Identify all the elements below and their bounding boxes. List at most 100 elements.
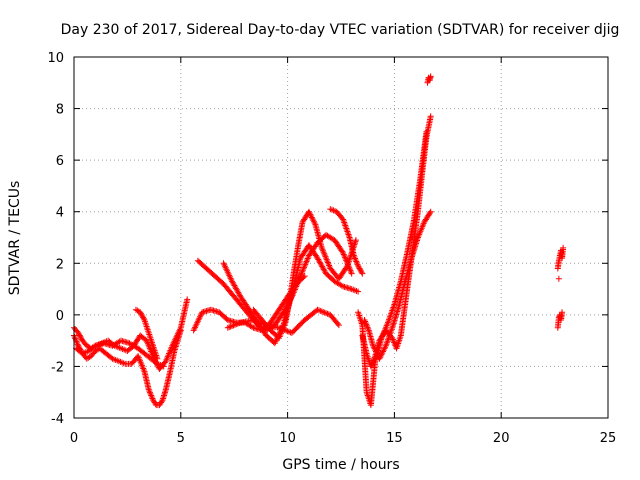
grid (74, 57, 608, 418)
x-axis-label: GPS time / hours (282, 457, 399, 473)
data-point-marker (310, 218, 317, 225)
data-point-marker (357, 268, 364, 275)
y-tick-label: 0 (56, 309, 64, 324)
data-point-marker (257, 319, 264, 326)
data-point-marker (146, 388, 153, 395)
data-point-marker (362, 319, 369, 326)
data-point-marker (146, 389, 153, 396)
data-point-marker (226, 324, 233, 331)
data-point-marker (335, 322, 342, 329)
data-point-marker (148, 392, 155, 399)
data-point-marker (340, 249, 347, 256)
data-point-marker (308, 214, 315, 221)
data-point-marker (298, 271, 305, 278)
data-series (361, 208, 434, 362)
data-point-marker (91, 343, 98, 350)
data-point-marker (234, 320, 241, 327)
data-point-marker (145, 386, 152, 393)
data-point-marker (299, 268, 306, 275)
data-point-marker (358, 269, 365, 276)
data-point-marker (314, 306, 321, 313)
data-point-marker (254, 318, 261, 325)
data-point-marker (300, 265, 307, 272)
y-tick-label: 4 (56, 206, 64, 221)
data-point-marker (303, 258, 310, 265)
data-series (424, 73, 434, 86)
data-point-marker (324, 310, 331, 317)
y-axis-label: SDTVAR / TECUs (7, 181, 23, 296)
data-point-marker (352, 255, 359, 262)
data-point-marker (326, 262, 333, 269)
y-tick-label: 6 (56, 154, 64, 169)
data-point-marker (315, 307, 322, 314)
data-point-marker (307, 211, 314, 218)
data-point-marker (236, 320, 243, 327)
data-point-marker (321, 252, 328, 259)
data-point-marker (305, 208, 312, 215)
data-point-marker (227, 323, 234, 330)
data-point-marker (230, 322, 237, 329)
data-point-marker (390, 338, 397, 345)
data-point-marker (283, 327, 290, 334)
data-point-marker (281, 327, 288, 334)
data-point-marker (298, 270, 305, 277)
data-point-marker (354, 261, 361, 268)
x-tick-label: 25 (600, 431, 617, 446)
data-point-marker (423, 128, 430, 135)
data-point-marker (353, 258, 360, 265)
data-point-marker (278, 325, 285, 332)
plot-frame (73, 56, 609, 419)
data-point-marker (338, 282, 345, 289)
data-point-marker (138, 311, 145, 318)
data-point-marker (297, 273, 304, 280)
data-point-marker (139, 313, 146, 320)
data-point-marker (302, 261, 309, 268)
x-tick-label: 10 (279, 431, 296, 446)
y-tick-label: -2 (51, 360, 64, 375)
data-point-marker (154, 355, 161, 362)
data-point-marker (391, 339, 398, 346)
data-point-marker (304, 256, 311, 263)
data-point-marker (317, 307, 324, 314)
data-point-marker (224, 324, 231, 331)
data-point-marker (343, 264, 350, 271)
data-point-marker (305, 254, 312, 261)
data-point-marker (363, 321, 370, 328)
data-point-marker (377, 354, 384, 361)
data-point-marker (276, 324, 283, 331)
data-point-marker (370, 344, 377, 351)
data-point-marker (364, 324, 371, 331)
data-series (327, 206, 366, 277)
data-point-marker (352, 237, 359, 244)
x-tick-labels: 0 5 10 15 20 25 (70, 431, 616, 446)
data-series (355, 128, 430, 409)
data-point-marker (352, 256, 359, 263)
data-point-marker (184, 296, 191, 303)
data-point-marker (280, 326, 287, 333)
data-point-marker (253, 318, 260, 325)
data-point-marker (318, 308, 325, 315)
data-point-marker (555, 275, 562, 282)
data-point-marker (318, 244, 325, 251)
data-point-marker (325, 261, 332, 268)
data-point-marker (322, 253, 329, 260)
data-point-marker (284, 328, 291, 335)
x-tick-label: 5 (177, 431, 185, 446)
data-point-marker (78, 335, 85, 342)
data-point-marker (74, 341, 81, 348)
data-point-marker (320, 308, 327, 315)
x-tick-label: 20 (493, 431, 510, 446)
data-series (359, 113, 434, 370)
x-tick-label: 15 (386, 431, 403, 446)
data-point-marker (260, 321, 267, 328)
data-series (554, 244, 567, 272)
data-point-marker (427, 113, 434, 120)
data-point-marker (380, 347, 387, 354)
data-point-marker (319, 246, 326, 253)
data-point-marker (365, 325, 372, 332)
data-point-marker (346, 266, 353, 273)
data-point-marker (75, 329, 82, 336)
data-point-marker (149, 395, 156, 402)
data-point-marker (160, 363, 167, 370)
